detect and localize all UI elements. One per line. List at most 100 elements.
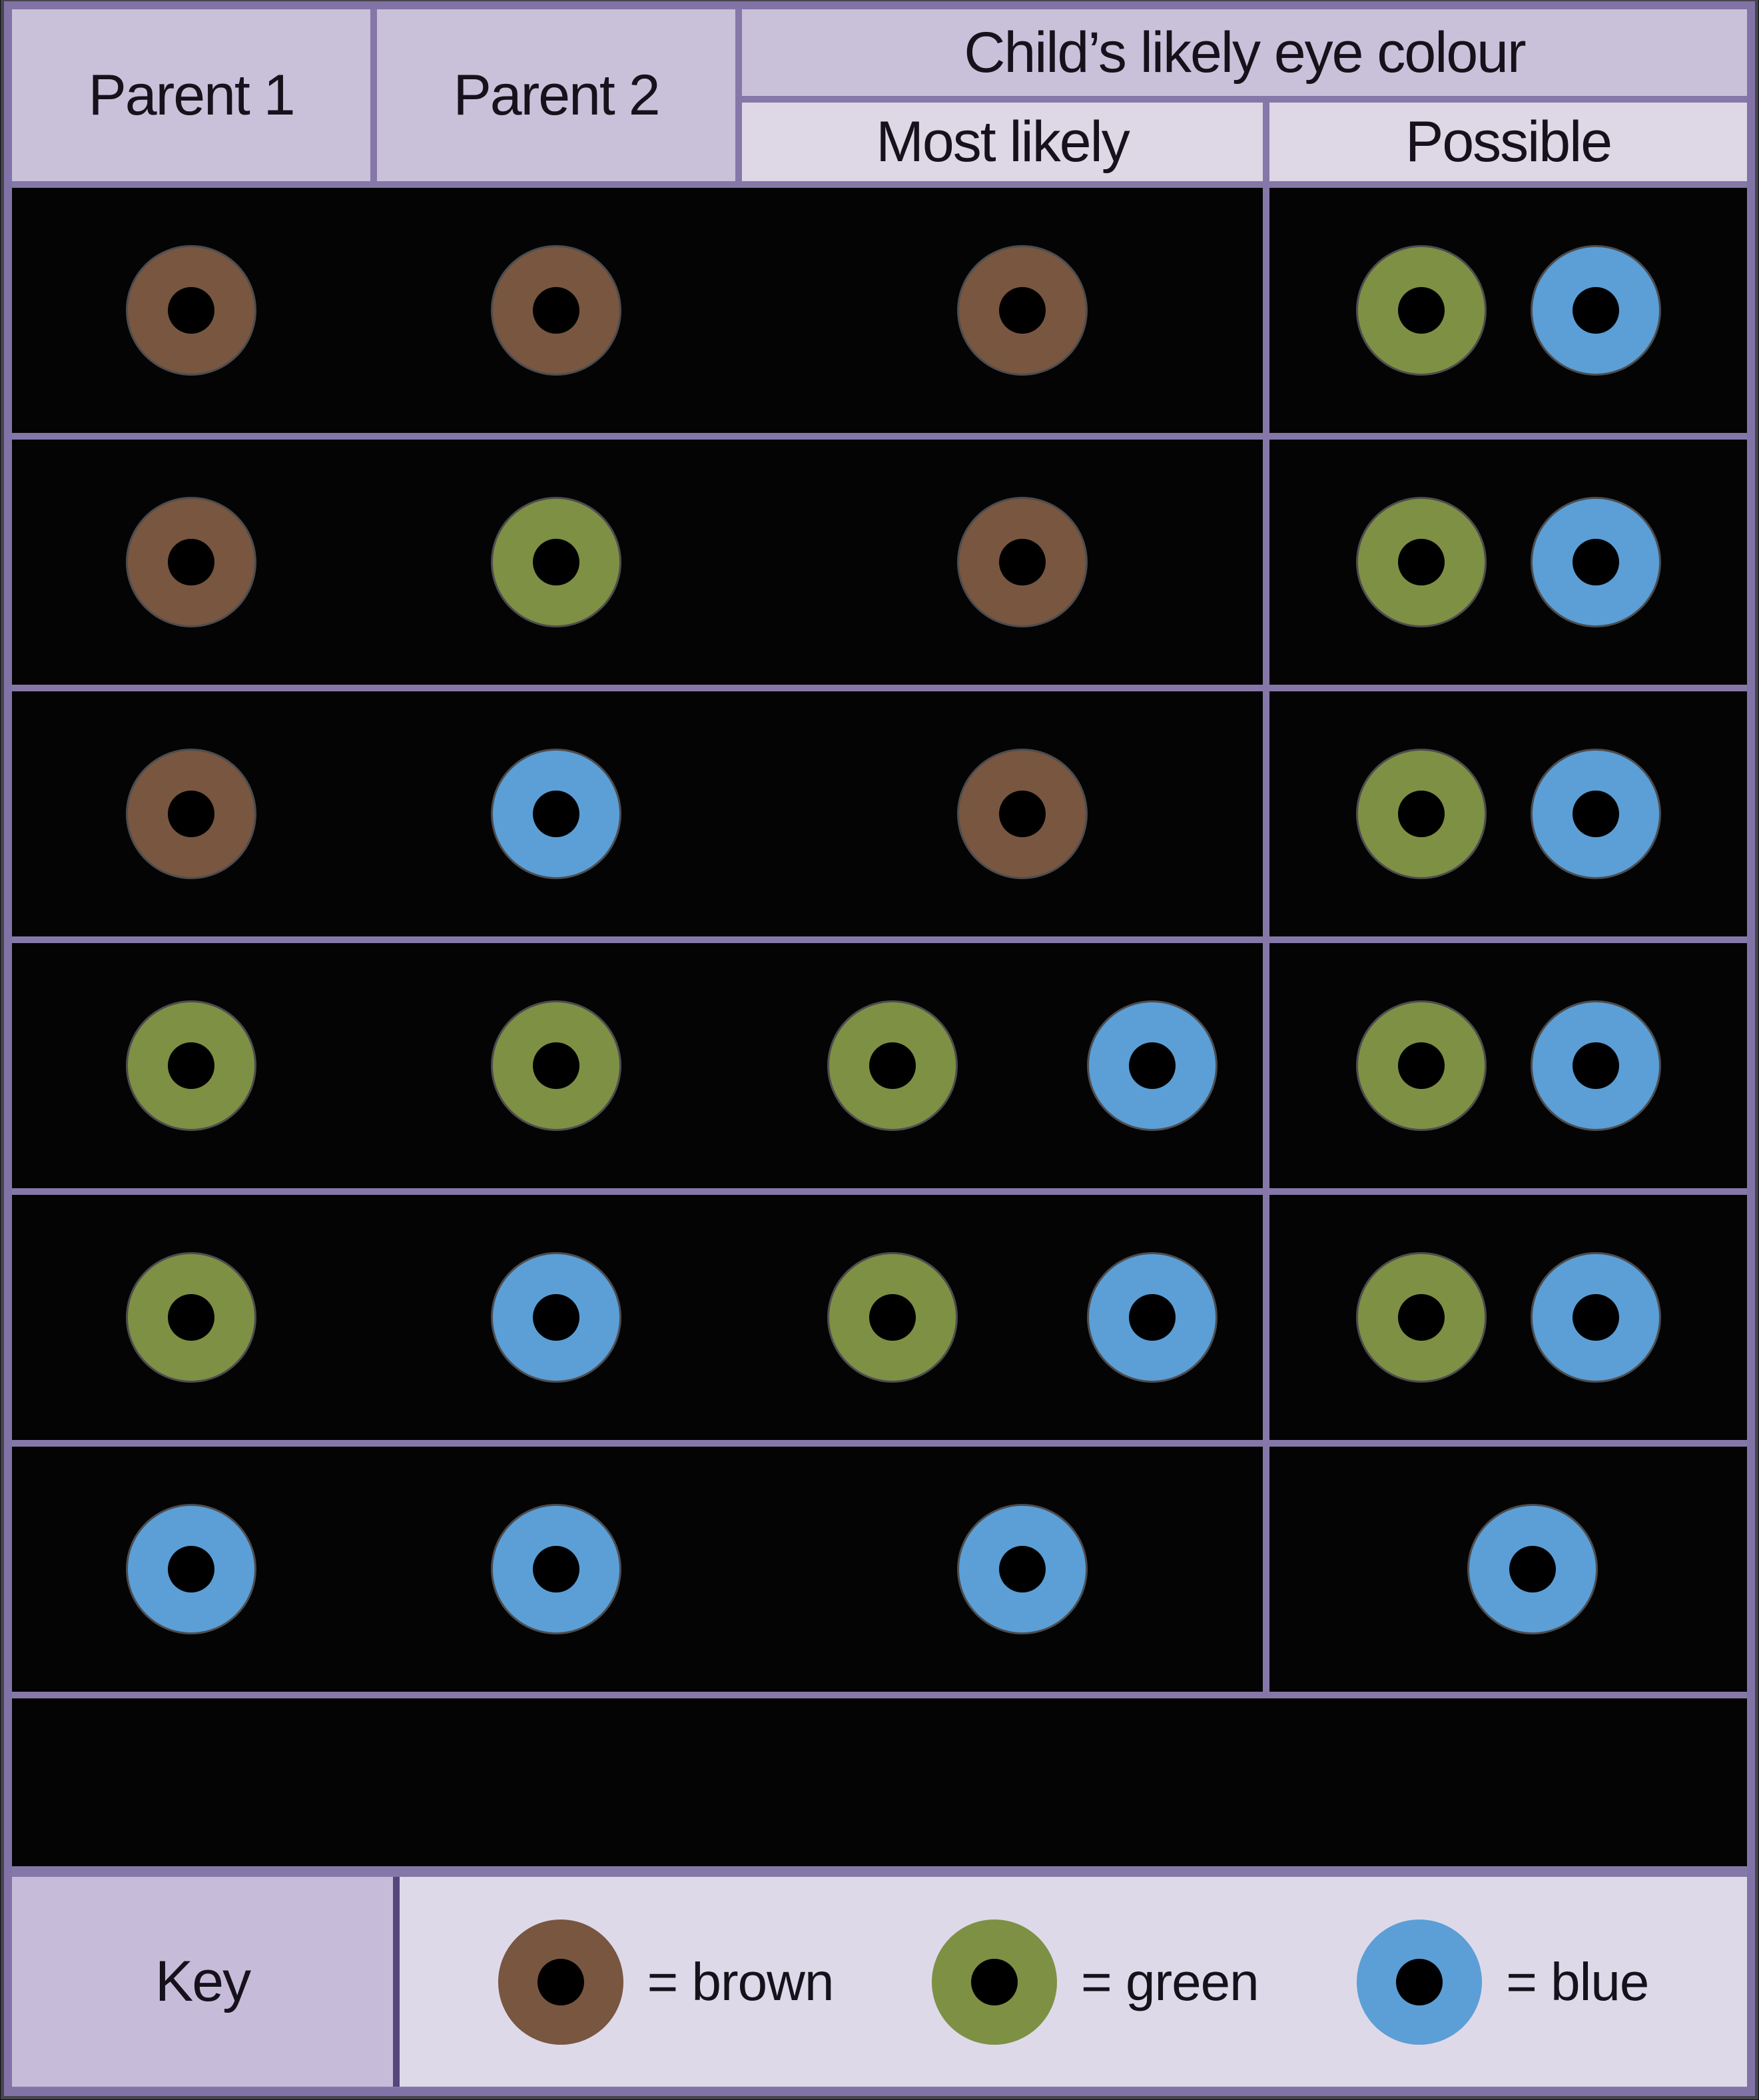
possible-cell (1269, 943, 1747, 1188)
eye-icon-brown (959, 499, 1086, 625)
eye-pupil (1397, 539, 1445, 585)
eye-pupil (533, 1294, 579, 1341)
eye-icon-blue (493, 751, 619, 877)
eye-icon-blue (1469, 1506, 1596, 1632)
key-label: Key (155, 1949, 251, 2013)
eye-icon-blue (493, 1506, 619, 1632)
parent2-cell (377, 440, 735, 685)
eye-icon-blue (1357, 1919, 1483, 2045)
eye-icon-green (1357, 1254, 1485, 1381)
eye-pupil (533, 1042, 579, 1089)
eye-icon-green (1357, 751, 1485, 877)
key-content: = brown = green = blue (400, 1877, 1747, 2087)
key-item-label: = green (1081, 1951, 1259, 2011)
eye-pupil (168, 287, 214, 334)
possible-cell (1269, 440, 1747, 685)
eye-icon-green (1357, 499, 1485, 625)
eye-icon-blue (1532, 751, 1659, 877)
eye-pupil (533, 791, 579, 837)
possible-cell (1269, 188, 1747, 433)
eye-icon-blue (959, 1506, 1086, 1632)
possible-cell (1269, 1195, 1747, 1440)
key-divider (393, 1877, 400, 2087)
row-left-cell (12, 691, 1263, 936)
key-item-label: = brown (647, 1951, 835, 2011)
empty-row (12, 1698, 1747, 1866)
eye-icon-green (1357, 247, 1485, 374)
table-row-6 (12, 1447, 1747, 1692)
eye-pupil (999, 791, 1046, 837)
key-item-label: = blue (1506, 1951, 1649, 2011)
eye-icon-brown (498, 1919, 623, 2045)
key-item-blue: = blue (1357, 1919, 1649, 2045)
row-left-cell (12, 440, 1263, 685)
key-row: Key = brown = green = blue (12, 1877, 1747, 2087)
parent2-cell (377, 188, 735, 433)
eye-pupil (1396, 1958, 1443, 2005)
eye-pupil (168, 539, 214, 585)
eye-pupil (533, 287, 579, 334)
eye-icon-blue (1532, 247, 1659, 374)
parent2-cell (377, 1447, 735, 1692)
row-left-cell (12, 188, 1263, 433)
child-header-label: Child’s likely eye colour (964, 20, 1526, 85)
parent2-cell (377, 943, 735, 1188)
row-left-cell (12, 943, 1263, 1188)
eye-icon-blue (1089, 1254, 1216, 1381)
eye-icon-brown (128, 499, 254, 625)
parent1-header-label: Parent 1 (88, 63, 295, 127)
row-left-cell (12, 1447, 1263, 1692)
eye-icon-green (493, 499, 619, 625)
most-likely-cell (762, 691, 1283, 936)
eye-icon-green (128, 1002, 254, 1129)
eye-icon-green (493, 1002, 619, 1129)
most-likely-cell (762, 188, 1283, 433)
eye-pupil (999, 287, 1046, 334)
possible-header-cell: Possible (1269, 103, 1747, 181)
eye-pupil (971, 1958, 1018, 2005)
eye-pupil (1129, 1294, 1176, 1341)
eye-icon-blue (1532, 499, 1659, 625)
most-likely-cell (762, 1447, 1283, 1692)
eye-icon-blue (1532, 1254, 1659, 1381)
eye-pupil (533, 1546, 579, 1592)
parent2-header-label: Parent 2 (453, 63, 660, 127)
eye-pupil (999, 1546, 1046, 1592)
parent1-header-cell: Parent 1 (12, 9, 370, 181)
eye-icon-brown (128, 247, 254, 374)
table-row-1 (12, 188, 1747, 433)
eye-pupil (533, 539, 579, 585)
eye-icon-brown (959, 751, 1086, 877)
eye-pupil (999, 539, 1046, 585)
parent2-cell (377, 691, 735, 936)
table-row-2 (12, 440, 1747, 685)
eye-pupil (1397, 1294, 1445, 1341)
eye-pupil (168, 791, 214, 837)
eye-icon-blue (1089, 1002, 1216, 1129)
child-header-group: Child’s likely eye colour Most likely Po… (742, 9, 1747, 181)
parent1-cell (12, 943, 370, 1188)
parent2-header-cell: Parent 2 (377, 9, 735, 181)
eye-pupil (537, 1958, 584, 2005)
eye-pupil (1397, 791, 1445, 837)
possible-header-label: Possible (1405, 109, 1612, 174)
eye-pupil (168, 1042, 214, 1089)
eye-pupil (869, 1042, 916, 1089)
most-likely-cell (762, 440, 1283, 685)
parent1-cell (12, 188, 370, 433)
eye-pupil (1572, 1294, 1619, 1341)
possible-cell (1269, 1447, 1747, 1692)
most-likely-header-cell: Most likely (742, 103, 1263, 181)
eye-pupil (1509, 1546, 1556, 1592)
eye-pupil (168, 1294, 214, 1341)
parent1-cell (12, 1447, 370, 1692)
eye-icon-green (128, 1254, 254, 1381)
eye-pupil (1572, 791, 1619, 837)
eye-pupil (1397, 287, 1445, 334)
eye-pupil (1572, 287, 1619, 334)
eye-pupil (1572, 539, 1619, 585)
most-likely-cell (762, 943, 1283, 1188)
header-row: Parent 1 Parent 2 Child’s likely eye col… (12, 9, 1747, 181)
eye-icon-brown (959, 247, 1086, 374)
